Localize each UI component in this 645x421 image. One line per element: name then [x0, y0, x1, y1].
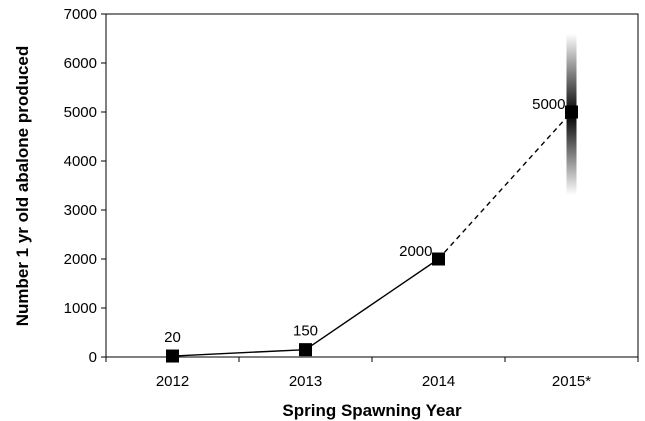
y-axis: 0 1000 2000 3000 4000 5000 6000 7000 [64, 6, 106, 366]
y-axis-title: Number 1 yr old abalone produced [13, 46, 32, 327]
y-tick-label: 4000 [64, 153, 97, 170]
y-tick-label: 2000 [64, 251, 97, 268]
series-line-segment [305, 258, 439, 351]
data-point-marker [299, 343, 312, 357]
x-tick-label: 2015* [552, 373, 591, 390]
y-tick-label: 3000 [64, 202, 97, 219]
data-label: 5000 [532, 96, 565, 113]
series-line-segment [172, 348, 306, 357]
x-axis-title: Spring Spawning Year [282, 401, 462, 420]
data-point-marker [432, 252, 445, 266]
y-tick-label: 0 [89, 349, 97, 366]
data-point-marker [565, 105, 578, 119]
series-markers [166, 105, 578, 363]
series-lines [172, 111, 573, 357]
projected-line-segment [437, 111, 573, 260]
y-tick-label: 5000 [64, 104, 97, 121]
x-axis: 2012 2013 2014 2015* [105, 357, 639, 390]
y-tick-label: 6000 [64, 55, 97, 72]
data-label: 150 [293, 323, 318, 340]
x-tick-label: 2012 [156, 373, 189, 390]
plot-frame [105, 13, 639, 358]
data-labels: 20 150 2000 5000 [164, 96, 565, 346]
x-tick-label: 2014 [422, 373, 455, 390]
y-tick-label: 1000 [64, 300, 97, 317]
data-point-marker [166, 349, 179, 363]
x-tick-label: 2013 [289, 373, 322, 390]
y-tick-label: 7000 [64, 6, 97, 23]
data-label: 20 [164, 329, 181, 346]
data-label: 2000 [399, 243, 432, 260]
